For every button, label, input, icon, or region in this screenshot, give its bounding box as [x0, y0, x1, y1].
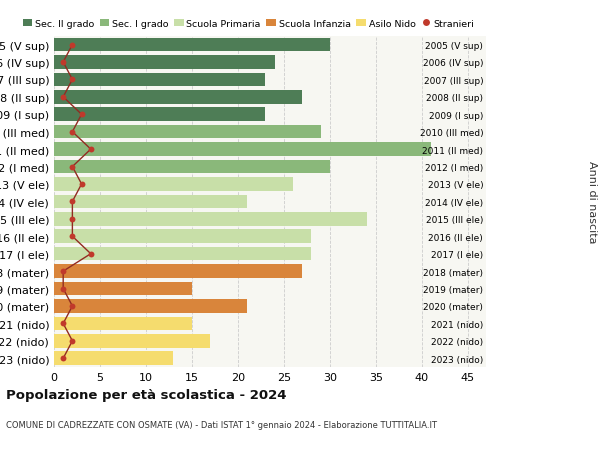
- Bar: [54, 213, 367, 226]
- Bar: [54, 317, 192, 330]
- Point: [68, 216, 77, 223]
- Bar: [54, 282, 192, 296]
- Point: [68, 129, 77, 136]
- Text: COMUNE DI CADREZZATE CON OSMATE (VA) - Dati ISTAT 1° gennaio 2024 - Elaborazione: COMUNE DI CADREZZATE CON OSMATE (VA) - D…: [6, 420, 437, 429]
- Point: [68, 77, 77, 84]
- Point: [68, 198, 77, 206]
- Point: [77, 181, 86, 188]
- Text: Popolazione per età scolastica - 2024: Popolazione per età scolastica - 2024: [6, 388, 287, 401]
- Point: [68, 337, 77, 345]
- Bar: [54, 195, 247, 209]
- Point: [58, 268, 68, 275]
- Bar: [54, 126, 320, 139]
- Point: [86, 146, 95, 153]
- Point: [58, 355, 68, 362]
- Point: [86, 251, 95, 258]
- Bar: [54, 247, 311, 261]
- Bar: [54, 108, 265, 122]
- Point: [58, 285, 68, 292]
- Point: [68, 233, 77, 241]
- Bar: [54, 91, 302, 104]
- Bar: [54, 39, 330, 52]
- Bar: [54, 230, 311, 244]
- Bar: [54, 352, 173, 365]
- Point: [77, 112, 86, 119]
- Bar: [54, 178, 293, 191]
- Point: [58, 320, 68, 327]
- Bar: [54, 160, 330, 174]
- Bar: [54, 143, 431, 157]
- Text: Anni di nascita: Anni di nascita: [587, 161, 597, 243]
- Point: [68, 42, 77, 49]
- Point: [58, 94, 68, 101]
- Bar: [54, 56, 275, 70]
- Bar: [54, 334, 210, 348]
- Bar: [54, 73, 265, 87]
- Point: [68, 163, 77, 171]
- Legend: Sec. II grado, Sec. I grado, Scuola Primaria, Scuola Infanzia, Asilo Nido, Stran: Sec. II grado, Sec. I grado, Scuola Prim…: [23, 20, 474, 29]
- Point: [68, 302, 77, 310]
- Bar: [54, 300, 247, 313]
- Bar: [54, 265, 302, 278]
- Point: [58, 59, 68, 67]
